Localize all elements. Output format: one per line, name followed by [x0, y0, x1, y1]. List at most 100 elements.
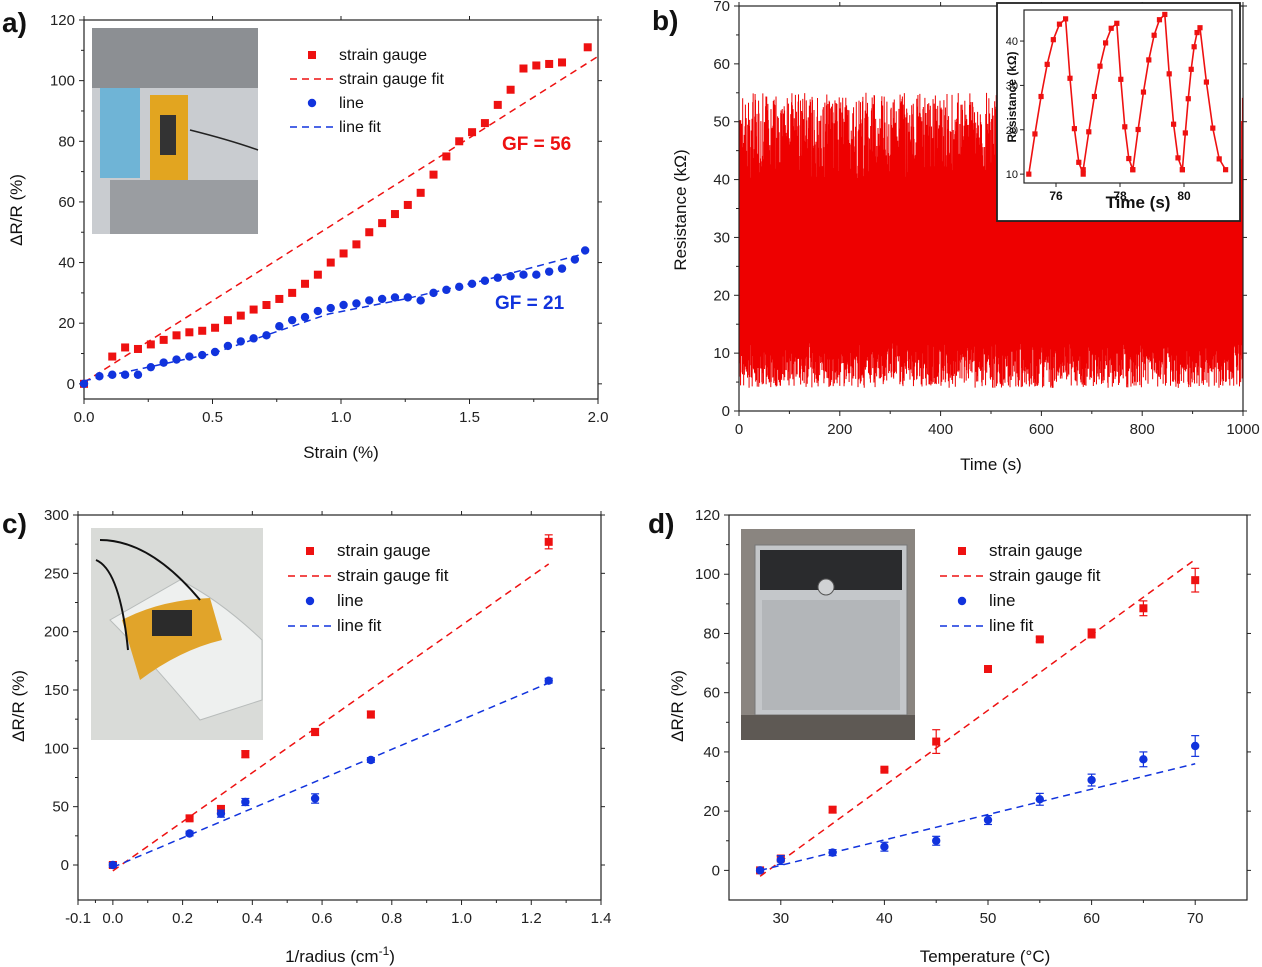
- data-point: [403, 293, 413, 302]
- bent-sensor-pattern: [152, 610, 192, 636]
- inset-cycle-plot: 76 78 80 10 20 30 40 Time (s) Resistance (kΩ): [996, 2, 1241, 222]
- inset-data-point: [1056, 21, 1063, 27]
- inset-data-point: [1080, 171, 1086, 177]
- inset-y-tick-label: 30: [1006, 80, 1018, 92]
- y-tick-label: 100: [695, 566, 720, 583]
- inset-data-point: [1103, 40, 1109, 46]
- data-point: [932, 836, 941, 845]
- inset-trace: [1028, 12, 1227, 175]
- photo-window: [100, 88, 140, 178]
- fit-line: [83, 55, 599, 383]
- legend-label: line: [989, 591, 1015, 610]
- data-point: [108, 352, 117, 361]
- x-tick-label: 600: [1029, 421, 1054, 438]
- data-point: [519, 64, 528, 73]
- inset-data-point: [1032, 131, 1038, 137]
- data-point: [984, 665, 992, 673]
- data-point: [172, 331, 181, 340]
- legend-label: line: [337, 591, 363, 610]
- data-point: [493, 273, 502, 282]
- data-point: [580, 246, 590, 255]
- y-tick-label: 0: [67, 376, 75, 393]
- legend-label: line fit: [337, 616, 382, 635]
- inset-data-point: [1182, 130, 1188, 136]
- data-point: [185, 829, 194, 838]
- inset-data-point: [1140, 89, 1147, 95]
- x-axis-title-close: ): [389, 947, 395, 966]
- x-tick-label: 1.2: [521, 910, 542, 927]
- resistance-trace: [738, 92, 1244, 388]
- inset-x-axis-title: Time (s): [1106, 193, 1171, 212]
- data-point: [313, 306, 323, 316]
- data-point: [275, 322, 284, 331]
- data-point: [133, 370, 143, 379]
- x-tick-label: 60: [1083, 910, 1100, 927]
- y-tick-label: 100: [44, 740, 69, 757]
- rig-upper-clamp: [92, 28, 258, 88]
- rig-lower-clamp: [110, 180, 258, 234]
- x-tick-label: 0.2: [172, 910, 193, 927]
- inset-data-point: [1210, 125, 1216, 131]
- y-tick-label: 40: [58, 255, 75, 272]
- data-point: [146, 362, 156, 372]
- x-tick-label: 0.6: [312, 910, 333, 927]
- y-tick-label: 40: [713, 172, 730, 189]
- series-3: [112, 682, 549, 869]
- inset-data-point: [1038, 93, 1044, 100]
- data-point: [544, 537, 553, 546]
- x-axis-title: Temperature (°C): [920, 947, 1051, 966]
- data-point: [1139, 755, 1148, 764]
- data-point: [468, 128, 477, 137]
- legend-label: strain gauge: [989, 541, 1083, 560]
- y-tick-label: 80: [703, 625, 720, 642]
- x-tick-label: 40: [876, 910, 893, 927]
- panel-label: a): [2, 7, 27, 38]
- data-point: [172, 355, 181, 364]
- panel-label: d): [648, 508, 674, 539]
- inset-data-point: [1171, 121, 1177, 127]
- data-point: [159, 335, 168, 344]
- data-point: [262, 331, 271, 340]
- inset-data-point: [1188, 66, 1194, 72]
- inset-data-point: [1130, 167, 1136, 173]
- series-2: [108, 676, 553, 870]
- data-point: [262, 301, 271, 310]
- data-point: [1139, 604, 1148, 613]
- x-tick-label: 1.0: [451, 910, 472, 927]
- data-point: [326, 258, 335, 267]
- data-point: [583, 43, 592, 52]
- inset-data-point: [1191, 44, 1197, 50]
- data-point: [519, 270, 528, 279]
- x-axis-title: 1/radius (cm-1): [285, 944, 395, 966]
- data-point: [300, 312, 310, 322]
- data-point: [932, 737, 941, 746]
- series-2: [755, 735, 1200, 875]
- sensor-wire: [189, 129, 259, 151]
- legend-label: line: [339, 95, 364, 112]
- x-tick-label: -0.1: [65, 910, 91, 927]
- data-point: [249, 334, 258, 343]
- fit-line: [83, 252, 586, 382]
- y-axis-title: ΔR/R (%): [668, 670, 687, 742]
- inset-data-point: [1126, 155, 1132, 162]
- inset-data-point: [1223, 167, 1229, 173]
- data-point: [378, 219, 387, 228]
- y-tick-label: 300: [44, 507, 69, 524]
- y-tick-label: 120: [50, 12, 75, 29]
- y-tick-label: 150: [44, 682, 69, 699]
- y-tick-label: 20: [713, 287, 730, 304]
- y-tick-label: 20: [703, 803, 720, 820]
- panel-label: c): [2, 508, 27, 539]
- y-tick-label: 100: [50, 73, 75, 90]
- inset-data-point: [1050, 37, 1056, 43]
- inset-x-tick-label: 78: [1113, 189, 1127, 203]
- y-tick-label: 200: [44, 624, 69, 641]
- y-tick-label: 50: [52, 799, 69, 816]
- data-point: [1191, 741, 1200, 751]
- inset-data-point: [1108, 25, 1114, 31]
- inset-data-point: [1156, 17, 1163, 23]
- legend-label: strain gauge fit: [337, 566, 449, 585]
- data-point: [241, 750, 250, 759]
- inset-data-point: [1175, 155, 1181, 161]
